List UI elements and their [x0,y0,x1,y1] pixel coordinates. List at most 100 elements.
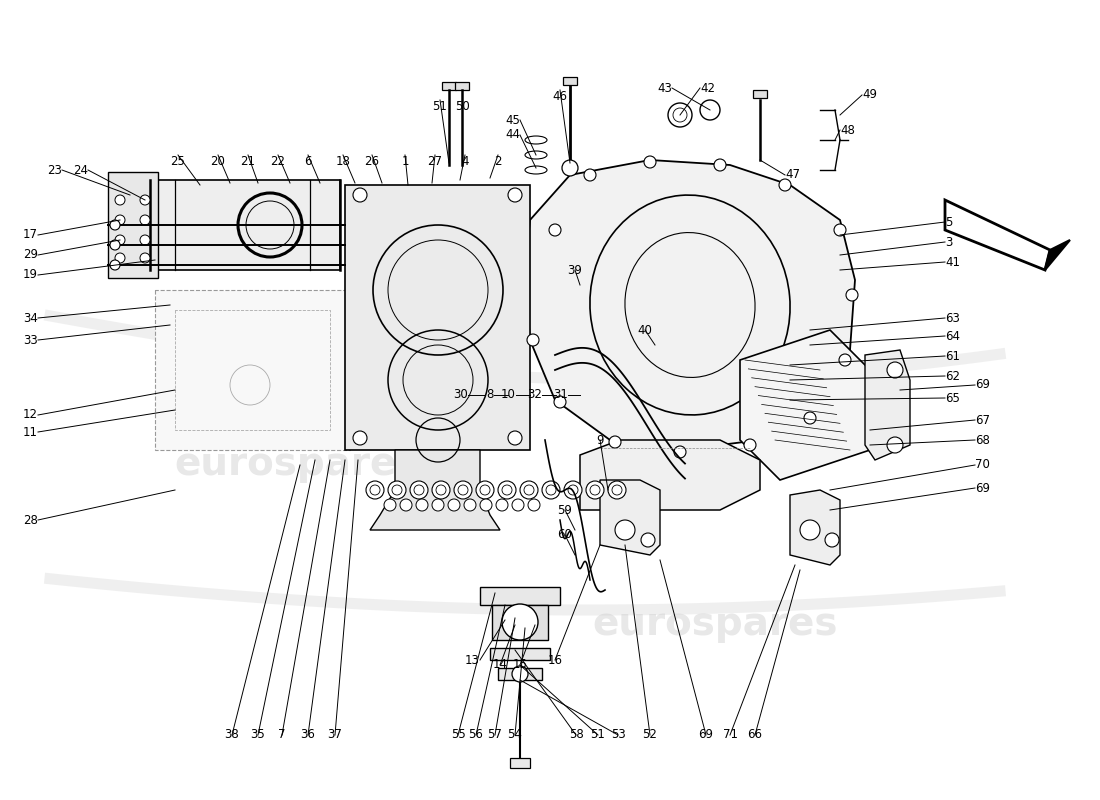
Circle shape [110,240,120,250]
Circle shape [520,481,538,499]
Circle shape [590,485,600,495]
Circle shape [562,160,578,176]
Text: 71: 71 [723,729,737,742]
Polygon shape [580,440,760,510]
Polygon shape [1045,240,1070,270]
Text: 68: 68 [975,434,990,446]
Text: 2: 2 [494,155,502,168]
Text: 18: 18 [336,155,351,168]
Circle shape [564,481,582,499]
Text: 25: 25 [170,155,186,168]
Circle shape [388,481,406,499]
Circle shape [512,666,528,682]
Circle shape [609,436,622,448]
Circle shape [502,485,512,495]
Text: 31: 31 [553,389,568,402]
Circle shape [668,103,692,127]
Text: 16: 16 [548,654,562,666]
Circle shape [673,108,688,122]
Circle shape [400,499,412,511]
Text: 42: 42 [700,82,715,94]
Text: 14: 14 [493,658,507,671]
Polygon shape [865,350,910,460]
Text: 15: 15 [513,658,527,671]
Circle shape [498,481,516,499]
Circle shape [414,485,424,495]
Text: 48: 48 [840,123,855,137]
Circle shape [458,485,468,495]
Circle shape [512,499,524,511]
Text: 54: 54 [507,729,522,742]
Text: 50: 50 [454,100,470,113]
Circle shape [887,362,903,378]
Text: 29: 29 [23,249,38,262]
Circle shape [674,446,686,458]
Text: 55: 55 [451,729,465,742]
Bar [492,605,548,640]
Text: 8: 8 [486,389,494,402]
Text: 34: 34 [23,311,38,325]
Text: 35: 35 [251,729,265,742]
Polygon shape [600,480,660,555]
Circle shape [140,253,150,263]
Text: 10: 10 [502,389,516,402]
Circle shape [846,289,858,301]
Text: 64: 64 [945,330,960,342]
Text: 28: 28 [23,514,38,526]
Circle shape [116,253,125,263]
Circle shape [140,195,150,205]
Circle shape [804,412,816,424]
Bar [455,82,469,90]
Circle shape [527,334,539,346]
Circle shape [641,533,654,547]
Polygon shape [345,185,530,450]
Circle shape [887,437,903,453]
Circle shape [416,499,428,511]
Circle shape [448,499,460,511]
Text: 37: 37 [328,729,342,742]
Circle shape [644,156,656,168]
Circle shape [432,481,450,499]
Text: 38: 38 [224,729,240,742]
Bar [150,180,340,270]
Text: 24: 24 [73,163,88,177]
Text: 56: 56 [469,729,483,742]
Text: 69: 69 [975,378,990,391]
Polygon shape [740,330,870,480]
Circle shape [432,499,444,511]
Circle shape [502,604,538,640]
Text: 26: 26 [364,155,380,168]
Circle shape [508,188,522,202]
Text: 6: 6 [305,155,311,168]
Circle shape [542,481,560,499]
Text: 63: 63 [945,311,960,325]
Circle shape [584,169,596,181]
Text: 65: 65 [945,391,960,405]
Circle shape [464,499,476,511]
Text: 47: 47 [785,169,800,182]
Circle shape [366,481,384,499]
Circle shape [779,179,791,191]
Polygon shape [155,290,350,450]
Circle shape [546,485,556,495]
Bar [498,668,542,680]
Bar [490,648,550,660]
Text: 21: 21 [241,155,255,168]
Circle shape [700,100,720,120]
Text: 52: 52 [642,729,658,742]
Circle shape [410,481,428,499]
Text: eurospares: eurospares [592,605,838,643]
Circle shape [834,224,846,236]
Text: 36: 36 [300,729,316,742]
Text: 1: 1 [402,155,409,168]
Circle shape [714,159,726,171]
Text: 33: 33 [23,334,38,346]
Circle shape [508,431,522,445]
Circle shape [140,235,150,245]
Text: 69: 69 [975,482,990,494]
Text: 19: 19 [23,269,38,282]
Circle shape [116,235,125,245]
Bar [563,77,578,85]
Text: 4: 4 [461,155,469,168]
Bar [480,587,560,605]
